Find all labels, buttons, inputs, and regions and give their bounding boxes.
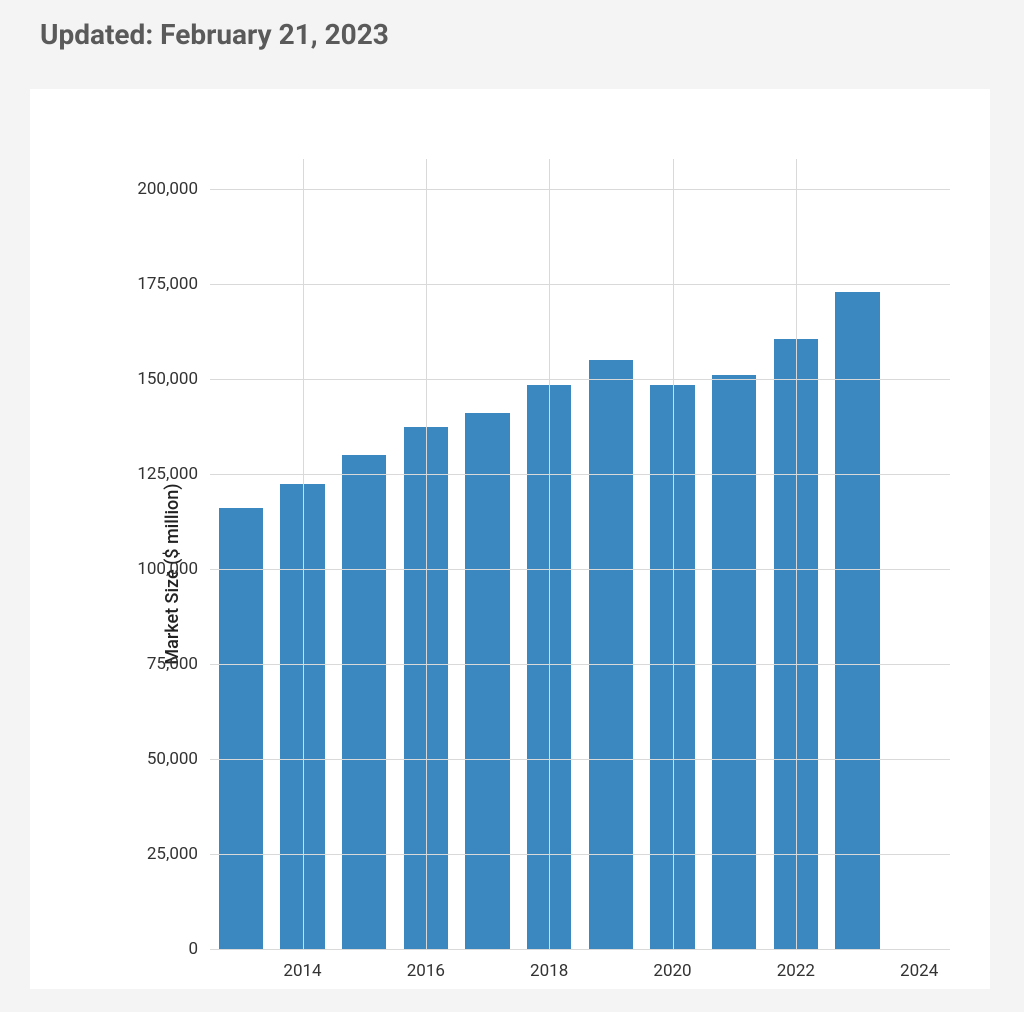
bar xyxy=(465,413,509,949)
bar xyxy=(712,375,756,949)
y-tick-label: 150,000 xyxy=(137,369,198,389)
plot-area xyxy=(210,189,950,949)
y-tick-label: 75,000 xyxy=(147,654,198,674)
bar xyxy=(342,455,386,949)
gridline-horizontal xyxy=(210,284,950,285)
y-tick-label: 125,000 xyxy=(137,464,198,484)
y-tick-label: 25,000 xyxy=(147,844,198,864)
bar xyxy=(589,360,633,949)
gridline-horizontal xyxy=(210,664,950,665)
y-tick-label: 50,000 xyxy=(147,749,198,769)
gridline-horizontal xyxy=(210,569,950,570)
y-tick-label: 175,000 xyxy=(137,274,198,294)
y-axis: 025,00050,00075,000100,000125,000150,000… xyxy=(200,189,210,949)
x-tick-label: 2022 xyxy=(777,961,815,981)
chart-card: Market Size ($ million) 025,00050,00075,… xyxy=(30,89,990,989)
x-tick-label: 2014 xyxy=(283,961,321,981)
chart-area: Market Size ($ million) 025,00050,00075,… xyxy=(210,159,950,989)
x-tick-label: 2020 xyxy=(653,961,691,981)
gridline-horizontal xyxy=(210,759,950,760)
bar xyxy=(835,292,879,949)
x-tick-label: 2018 xyxy=(530,961,568,981)
gridline-horizontal xyxy=(210,189,950,190)
updated-title: Updated: February 21, 2023 xyxy=(0,0,1024,69)
gridline-horizontal xyxy=(210,854,950,855)
page: Updated: February 21, 2023 Market Size (… xyxy=(0,0,1024,1012)
bar xyxy=(219,508,263,949)
gridline-vertical xyxy=(673,159,674,949)
x-axis: 2014 2016 2018 2020 2022 2024 xyxy=(210,951,950,981)
x-tick-label: 2024 xyxy=(900,961,938,981)
gridline-vertical xyxy=(303,159,304,949)
y-tick-label: 100,000 xyxy=(137,559,198,579)
y-tick-label: 200,000 xyxy=(137,179,198,199)
x-tick-label: 2016 xyxy=(407,961,445,981)
gridline-horizontal xyxy=(210,949,950,950)
gridline-horizontal xyxy=(210,474,950,475)
gridline-vertical xyxy=(796,159,797,949)
gridline-vertical xyxy=(549,159,550,949)
gridline-vertical xyxy=(426,159,427,949)
y-tick-label: 0 xyxy=(188,939,198,959)
gridline-horizontal xyxy=(210,379,950,380)
